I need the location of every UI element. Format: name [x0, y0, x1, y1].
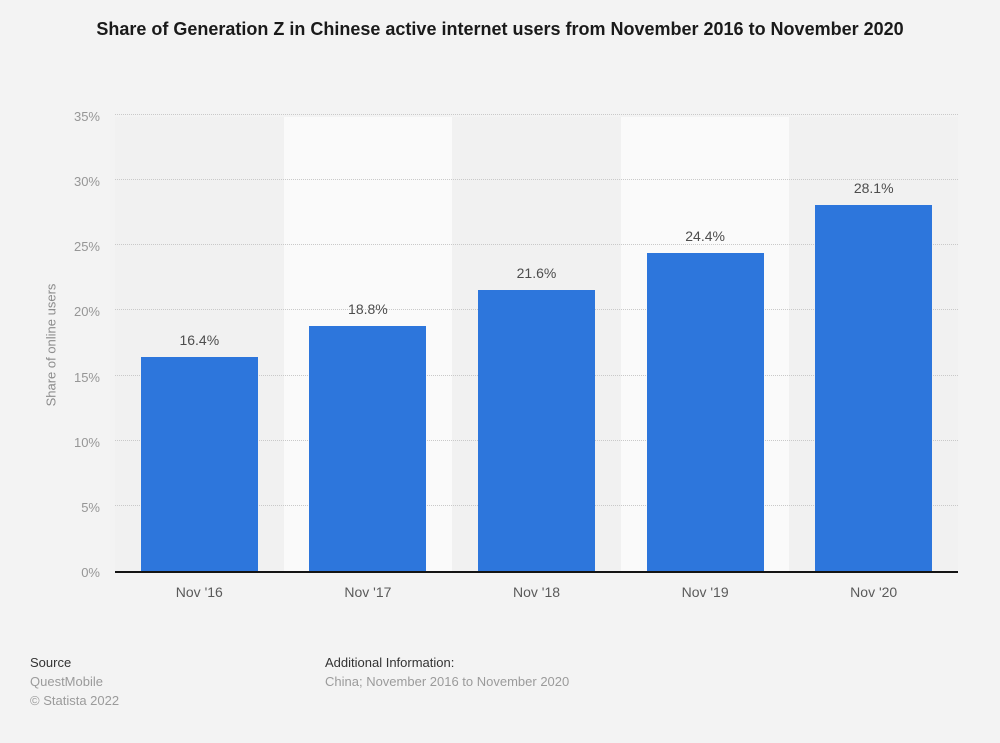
bar-value-label: 24.4% — [685, 228, 725, 245]
y-axis-tick-label: 5% — [81, 499, 100, 515]
bar — [140, 357, 258, 571]
gridline — [115, 179, 958, 181]
bar-value-label: 18.8% — [348, 301, 388, 318]
bar — [478, 289, 595, 571]
y-axis-tick-label: 15% — [73, 369, 100, 385]
y-axis-tick-labels: 0% 5% 10% 15% 20% 25% 30% 35% — [0, 109, 100, 580]
y-axis-tick-label: 30% — [73, 174, 100, 190]
plot-area: 16.4% 18.8% 21.6% 24.4% 28.1% — [115, 114, 958, 573]
additional-info-text: China; November 2016 to November 2020 — [325, 674, 570, 689]
footer: Source QuestMobile © Statista 2022 Addit… — [30, 653, 970, 710]
additional-info-block: Additional Information: China; November … — [325, 653, 569, 691]
source-block: Source QuestMobile © Statista 2022 — [30, 653, 970, 710]
source-name: QuestMobile — [30, 674, 103, 689]
source-label: Source — [30, 655, 72, 670]
additional-info-label: Additional Information: — [325, 655, 455, 670]
bar-value-label: 21.6% — [516, 264, 557, 281]
gridline — [115, 244, 958, 246]
x-axis-tick-label: Nov '19 — [681, 584, 729, 600]
x-axis-tick-label: Nov '20 — [850, 584, 898, 600]
bar — [309, 326, 427, 571]
y-axis-tick-label: 20% — [73, 304, 100, 320]
y-axis-tick-label: 25% — [73, 239, 100, 255]
x-axis-tick-label: Nov '18 — [512, 584, 561, 600]
copyright: © Statista 2022 — [30, 693, 120, 708]
x-axis-tick-label: Nov '16 — [175, 584, 223, 600]
bar-value-label: 16.4% — [179, 332, 220, 349]
bar — [646, 253, 764, 571]
x-axis-tick-labels: Nov '16 Nov '17 Nov '18 Nov '19 Nov '20 — [115, 579, 958, 605]
x-axis-tick-label: Nov '17 — [344, 584, 392, 600]
chart-title: Share of Generation Z in Chinese active … — [96, 19, 904, 39]
bar — [815, 204, 933, 571]
gridline — [115, 114, 958, 115]
y-axis-tick-label: 10% — [73, 434, 100, 450]
y-axis-tick-label: 35% — [73, 109, 100, 124]
bar-value-label: 28.1% — [853, 179, 894, 196]
y-axis-tick-label: 0% — [81, 565, 100, 580]
